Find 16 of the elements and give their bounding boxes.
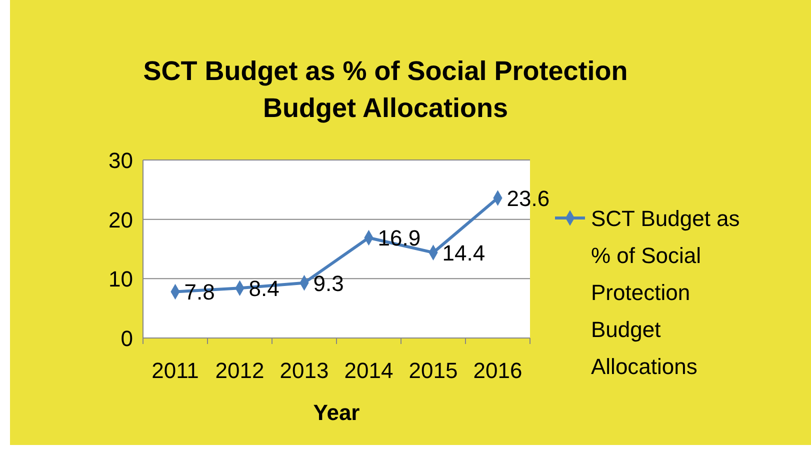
- x-tick-label: 2013: [280, 358, 329, 383]
- y-tick-label: 10: [108, 266, 133, 292]
- x-tick-label: 2014: [344, 358, 394, 383]
- y-tick-label: 20: [108, 207, 133, 232]
- chart-title: SCT Budget as % of Social Protection Budget Allocations: [143, 56, 628, 123]
- y-tick-label: 30: [108, 148, 133, 173]
- data-label: 14.4: [442, 240, 486, 266]
- x-tick-label: 2011: [152, 358, 199, 383]
- x-tick-label: 2015: [408, 358, 458, 383]
- legend-label: SCT Budget as % of Social Protection Budget Allocations: [591, 206, 740, 379]
- y-tick-label: 0: [120, 326, 133, 351]
- x-tick-label: 2012: [215, 358, 264, 383]
- x-tick-label: 2016: [473, 358, 522, 383]
- data-label: 16.9: [378, 226, 421, 251]
- data-label: 9.3: [313, 270, 344, 296]
- x-axis-title: Year: [313, 400, 360, 425]
